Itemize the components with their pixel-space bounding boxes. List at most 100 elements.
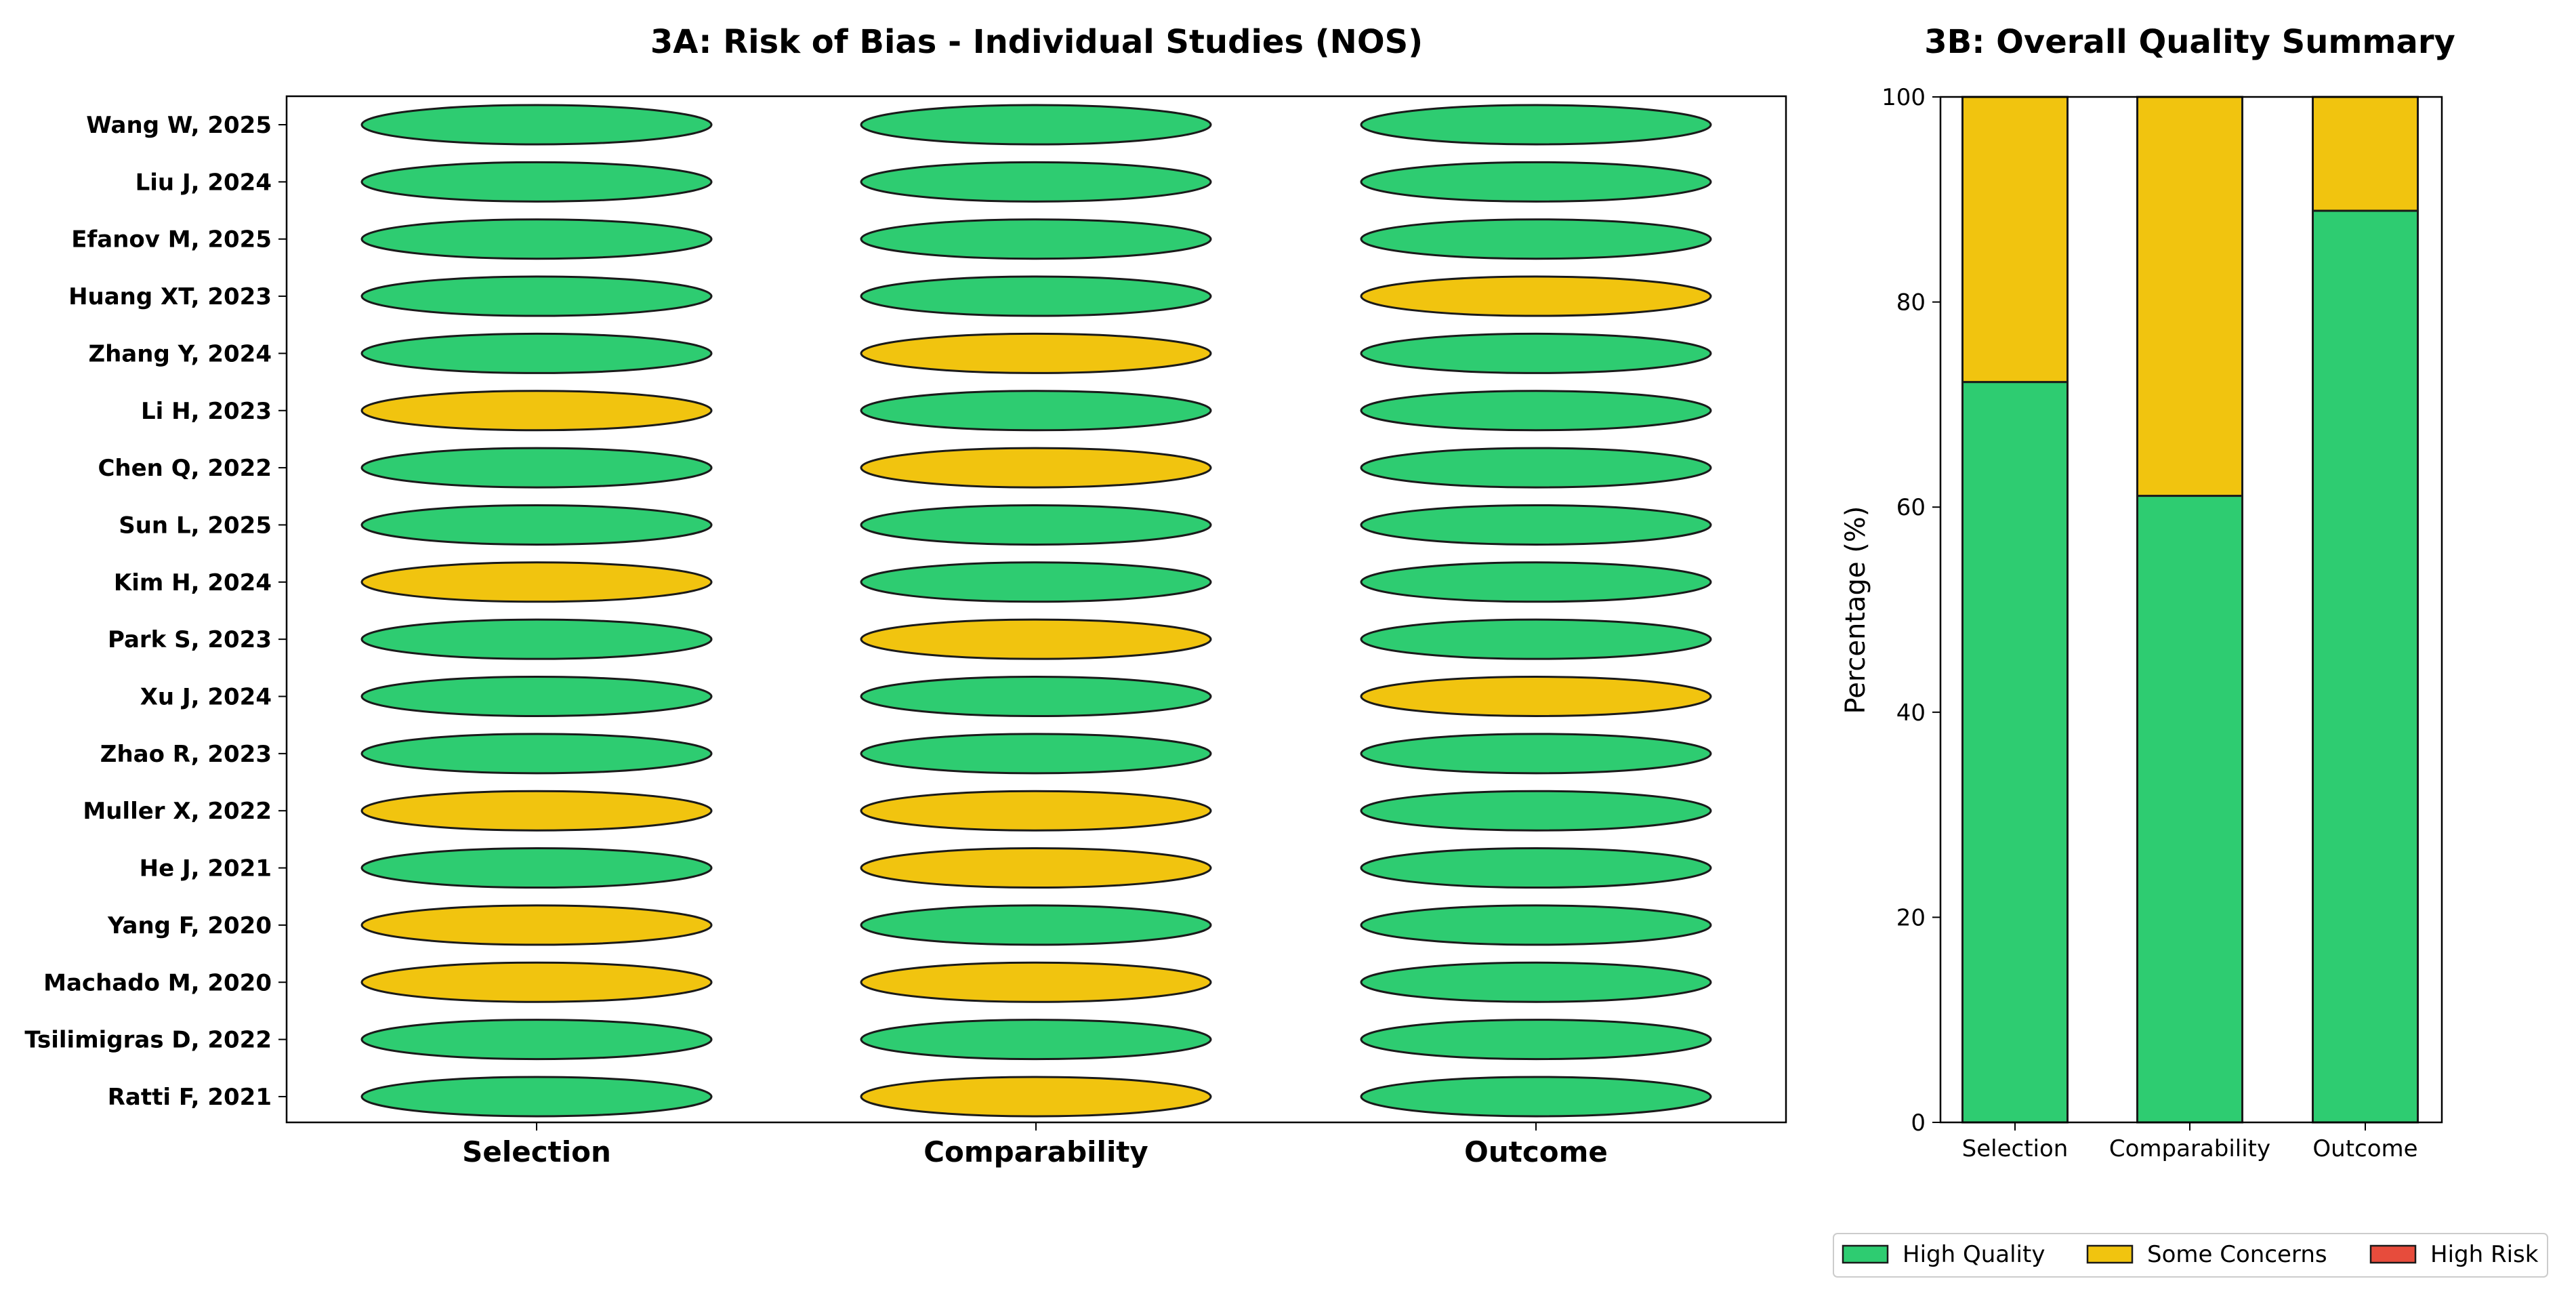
- rating-dot-machado-m-2020-outcome-high-quality: [1360, 961, 1712, 1003]
- study-label-li-h-2023: Li H, 2023: [141, 398, 272, 425]
- rating-dot-yang-f-2020-selection-some-concerns: [360, 904, 713, 946]
- rating-dot-efanov-m-2025-comparability-high-quality: [860, 218, 1212, 260]
- rating-dot-park-s-2023-selection-high-quality: [360, 618, 713, 660]
- rating-dot-li-h-2023-outcome-high-quality: [1360, 390, 1712, 432]
- ytick-label-100: 100: [1882, 84, 1926, 111]
- xtick-label-comparability: Comparability: [2109, 1135, 2270, 1162]
- panel-b-frame: [1939, 96, 2443, 1124]
- panel-b-ylabel: Percentage (%): [1840, 506, 1871, 714]
- legend-frame: [1833, 1233, 2548, 1278]
- legend: High Quality Some Concerns High Risk: [1833, 1233, 2548, 1278]
- rating-dot-muller-x-2022-outcome-high-quality: [1360, 790, 1712, 832]
- rating-dot-park-s-2023-outcome-high-quality: [1360, 618, 1712, 660]
- panel-b: 3B: Overall Quality Summary 0 20 40 60 80 100…: [1840, 23, 2455, 1162]
- rating-dot-liu-j-2024-outcome-high-quality: [1360, 161, 1712, 203]
- rating-dot-yang-f-2020-comparability-high-quality: [860, 904, 1212, 946]
- rating-dot-tsilimigras-d-2022-outcome-high-quality: [1360, 1019, 1712, 1061]
- legend-label-high-risk: High Risk: [2430, 1241, 2539, 1268]
- rating-dot-efanov-m-2025-selection-high-quality: [360, 218, 713, 260]
- ytick-label-40: 40: [1896, 699, 1926, 727]
- rating-dot-zhang-y-2024-outcome-high-quality: [1360, 332, 1712, 374]
- bar-outcome-high-quality: [2312, 209, 2419, 1124]
- rating-dot-kim-h-2024-comparability-high-quality: [860, 561, 1212, 603]
- rating-dot-zhang-y-2024-selection-high-quality: [360, 332, 713, 374]
- rating-dot-sun-l-2025-comparability-high-quality: [860, 504, 1212, 546]
- rating-dot-kim-h-2024-outcome-high-quality: [1360, 561, 1712, 603]
- rating-dot-huang-xt-2023-outcome-some-concerns: [1360, 275, 1712, 317]
- panel-b-title: 3B: Overall Quality Summary: [1924, 23, 2455, 61]
- rating-dot-yang-f-2020-outcome-high-quality: [1360, 904, 1712, 946]
- rating-dot-huang-xt-2023-selection-high-quality: [360, 275, 713, 317]
- legend-label-some-concerns: Some Concerns: [2147, 1241, 2327, 1268]
- study-label-zhao-r-2023: Zhao R, 2023: [100, 741, 272, 768]
- rating-dot-liu-j-2024-comparability-high-quality: [860, 161, 1212, 203]
- bar-selection-high-quality: [1961, 381, 2069, 1124]
- rating-dot-liu-j-2024-selection-high-quality: [360, 161, 713, 203]
- rating-dot-park-s-2023-comparability-some-concerns: [860, 618, 1212, 660]
- study-label-zhang-y-2024: Zhang Y, 2024: [88, 340, 272, 367]
- rating-dot-efanov-m-2025-outcome-high-quality: [1360, 218, 1712, 260]
- rating-dot-tsilimigras-d-2022-comparability-high-quality: [860, 1019, 1212, 1061]
- rating-dot-zhao-r-2023-outcome-high-quality: [1360, 733, 1712, 775]
- study-label-huang-xt-2023: Huang XT, 2023: [68, 283, 272, 310]
- study-label-park-s-2023: Park S, 2023: [108, 626, 272, 653]
- study-label-sun-l-2025: Sun L, 2025: [119, 512, 272, 539]
- domain-label-selection: Selection: [462, 1135, 611, 1168]
- rating-dot-xu-j-2024-selection-high-quality: [360, 676, 713, 717]
- study-label-machado-m-2020: Machado M, 2020: [43, 969, 272, 996]
- domain-label-comparability: Comparability: [923, 1135, 1148, 1168]
- legend-swatch-high-risk: [2369, 1244, 2417, 1264]
- legend-swatch-high-quality: [1842, 1244, 1889, 1264]
- rating-dot-huang-xt-2023-comparability-high-quality: [860, 275, 1212, 317]
- rating-dot-li-h-2023-comparability-high-quality: [860, 390, 1212, 432]
- xtick-label-outcome: Outcome: [2312, 1135, 2417, 1162]
- rating-dot-machado-m-2020-selection-some-concerns: [360, 961, 713, 1003]
- rating-dot-chen-q-2022-outcome-high-quality: [1360, 447, 1712, 489]
- rating-dot-wang-w-2025-outcome-high-quality: [1360, 104, 1712, 146]
- study-label-liu-j-2024: Liu J, 2024: [136, 169, 272, 196]
- bar-selection-some-concerns: [1961, 96, 2069, 384]
- study-label-kim-h-2024: Kim H, 2024: [114, 569, 272, 596]
- study-label-he-j-2021: He J, 2021: [140, 855, 272, 882]
- rating-dot-tsilimigras-d-2022-selection-high-quality: [360, 1019, 713, 1061]
- study-label-yang-f-2020: Yang F, 2020: [107, 912, 272, 939]
- rating-dot-zhang-y-2024-comparability-some-concerns: [860, 332, 1212, 374]
- rating-dot-ratti-f-2021-outcome-high-quality: [1360, 1076, 1712, 1118]
- study-label-wang-w-2025: Wang W, 2025: [86, 112, 272, 139]
- rating-dot-wang-w-2025-comparability-high-quality: [860, 104, 1212, 146]
- rating-dot-muller-x-2022-selection-some-concerns: [360, 790, 713, 832]
- rating-dot-li-h-2023-selection-some-concerns: [360, 390, 713, 432]
- legend-swatch-some-concerns: [2086, 1244, 2134, 1264]
- legend-label-high-quality: High Quality: [1903, 1241, 2045, 1268]
- ytick-label-20: 20: [1896, 904, 1926, 931]
- study-label-ratti-f-2021: Ratti F, 2021: [108, 1084, 272, 1111]
- rating-dot-he-j-2021-selection-high-quality: [360, 847, 713, 889]
- rating-dot-machado-m-2020-comparability-some-concerns: [860, 961, 1212, 1003]
- rating-dot-chen-q-2022-selection-high-quality: [360, 447, 713, 489]
- study-label-muller-x-2022: Muller X, 2022: [83, 798, 272, 825]
- rating-dot-sun-l-2025-outcome-high-quality: [1360, 504, 1712, 546]
- study-label-xu-j-2024: Xu J, 2024: [140, 684, 272, 711]
- rating-dot-he-j-2021-comparability-some-concerns: [860, 847, 1212, 889]
- xtick-label-selection: Selection: [1962, 1135, 2069, 1162]
- rating-dot-zhao-r-2023-selection-high-quality: [360, 733, 713, 775]
- rating-dot-kim-h-2024-selection-some-concerns: [360, 561, 713, 603]
- ytick-label-60: 60: [1896, 494, 1926, 521]
- study-label-tsilimigras-d-2022: Tsilimigras D, 2022: [24, 1027, 272, 1054]
- ytick-label-0: 0: [1911, 1110, 1926, 1137]
- study-label-chen-q-2022: Chen Q, 2022: [98, 455, 272, 482]
- rating-dot-chen-q-2022-comparability-some-concerns: [860, 447, 1212, 489]
- panel-a: 3A: Risk of Bias - Individual Studies (N…: [24, 23, 1787, 1168]
- rating-dot-xu-j-2024-comparability-high-quality: [860, 676, 1212, 717]
- rating-dot-zhao-r-2023-comparability-high-quality: [860, 733, 1212, 775]
- panel-a-title: 3A: Risk of Bias - Individual Studies (N…: [650, 23, 1423, 61]
- rating-dot-he-j-2021-outcome-high-quality: [1360, 847, 1712, 889]
- bar-comparability-high-quality: [2136, 495, 2243, 1124]
- study-label-efanov-m-2025: Efanov M, 2025: [71, 226, 272, 253]
- rating-dot-ratti-f-2021-comparability-some-concerns: [860, 1076, 1212, 1118]
- bar-outcome-some-concerns: [2312, 96, 2419, 212]
- rating-dot-sun-l-2025-selection-high-quality: [360, 504, 713, 546]
- domain-label-outcome: Outcome: [1464, 1135, 1608, 1168]
- rating-dot-ratti-f-2021-selection-high-quality: [360, 1076, 713, 1118]
